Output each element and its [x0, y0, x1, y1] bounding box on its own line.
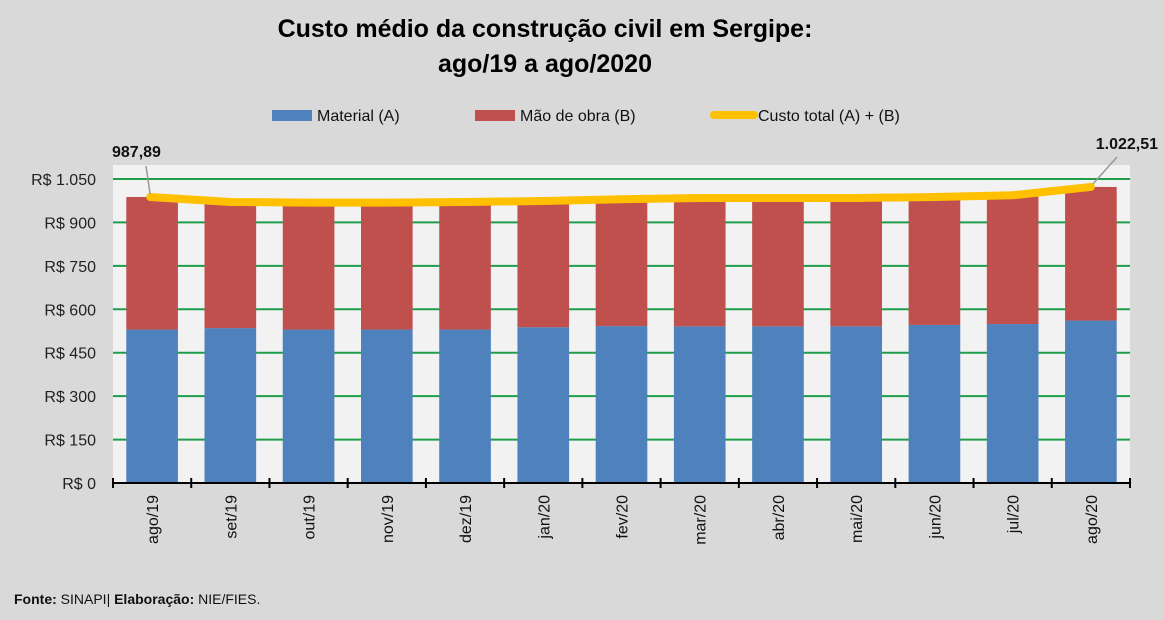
- x-tick-label: mar/20: [693, 495, 710, 545]
- total-line: [146, 182, 1095, 207]
- bar-labor: [595, 199, 648, 327]
- y-tick-label: R$ 450: [44, 346, 96, 363]
- bar-labor: [830, 197, 883, 327]
- y-tick-label: R$ 150: [44, 433, 96, 450]
- bar-labor: [752, 197, 804, 327]
- bar-labor: [439, 201, 491, 330]
- bar-material: [673, 326, 726, 483]
- y-tick-label: R$ 0: [62, 476, 96, 493]
- source-label: Fonte:: [14, 591, 57, 607]
- bar-material: [360, 329, 413, 483]
- chart-title: Custo médio da construção civil em Sergi…: [278, 15, 813, 78]
- credit-label: Elaboração:: [114, 591, 195, 607]
- y-axis-ticks: R$ 0 R$ 150 R$ 300 R$ 450 R$ 600 R$ 750 R$ 900…: [31, 172, 96, 493]
- x-tick-label: out/19: [302, 495, 319, 540]
- y-tick-label: R$ 750: [44, 259, 96, 276]
- y-tick-label: R$ 300: [44, 389, 96, 406]
- bar-material: [282, 329, 335, 483]
- x-tick-label: mai/20: [849, 495, 866, 543]
- x-axis: ago/19 set/19 out/19 nov/19 dez/19 jan/20 fev/…: [112, 478, 1131, 545]
- x-tick-label: ago/20: [1084, 495, 1101, 544]
- bar-material: [439, 329, 491, 483]
- bar-material: [830, 326, 883, 483]
- legend: Material (A) Mão de obra (B) Custo total (…: [272, 108, 900, 125]
- chart-title-line-2: ago/19 a ago/2020: [438, 50, 652, 78]
- data-label: 987,89: [112, 144, 161, 161]
- chart-title-line-1: Custo médio da construção civil em Sergi…: [278, 15, 813, 43]
- data-label: 1.022,51: [1096, 136, 1158, 153]
- bar-material: [908, 324, 961, 483]
- legend-item: Custo total (A) + (B): [710, 108, 900, 125]
- bar-material: [986, 324, 1039, 483]
- bar-labor: [1065, 186, 1117, 321]
- x-tick-label: nov/19: [380, 495, 397, 543]
- x-tick-label: set/19: [223, 495, 240, 539]
- footer: Fonte: SINAPI| Elaboração: NIE/FIES.: [14, 591, 260, 607]
- bar-labor: [360, 202, 413, 330]
- bar-material: [126, 329, 178, 483]
- bar-labor: [908, 196, 961, 325]
- leader-line: [1092, 156, 1118, 185]
- legend-label: Material (A): [317, 108, 400, 125]
- x-tick-label: ago/19: [145, 495, 162, 544]
- bar-labor: [673, 197, 726, 327]
- legend-swatch: [272, 110, 312, 121]
- credit-value: NIE/FIES.: [198, 591, 261, 607]
- legend-item: Material (A): [272, 108, 400, 125]
- x-tick-label: jun/20: [927, 495, 944, 540]
- x-tick-label: jul/20: [1006, 495, 1023, 534]
- legend-item: Mão de obra (B): [475, 108, 636, 125]
- y-tick-label: R$ 1.050: [31, 172, 96, 189]
- bars: [126, 186, 1117, 483]
- separator: |: [106, 591, 111, 607]
- leader-line: [145, 165, 151, 195]
- x-tick-label: abr/20: [771, 495, 788, 540]
- legend-label: Mão de obra (B): [520, 108, 636, 125]
- bar-material: [517, 327, 570, 483]
- bar-material: [204, 328, 257, 483]
- legend-label: Custo total (A) + (B): [758, 108, 900, 125]
- bar-labor: [126, 196, 178, 330]
- legend-swatch: [475, 110, 515, 121]
- y-tick-label: R$ 900: [44, 215, 96, 232]
- bar-material: [752, 326, 804, 483]
- y-tick-label: R$ 600: [44, 302, 96, 319]
- bar-material: [1065, 320, 1117, 483]
- bar-material: [595, 326, 648, 483]
- bar-labor: [282, 202, 335, 330]
- bar-labor: [517, 201, 570, 328]
- x-tick-label: dez/19: [458, 495, 475, 543]
- bar-labor: [204, 201, 257, 329]
- source-value: SINAPI: [60, 591, 107, 607]
- x-tick-label: fev/20: [615, 495, 632, 539]
- annotations: 987,89 1.022,51: [112, 136, 1158, 195]
- bar-labor: [986, 195, 1039, 325]
- x-tick-label: jan/20: [536, 495, 553, 540]
